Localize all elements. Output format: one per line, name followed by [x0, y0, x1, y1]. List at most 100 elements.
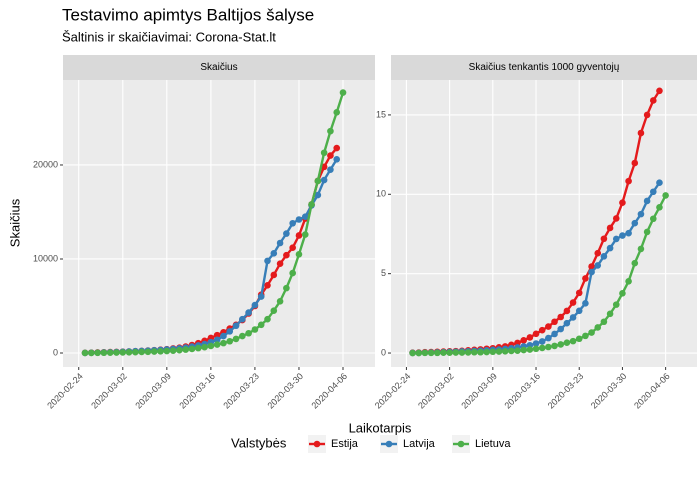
- data-point: [327, 152, 334, 159]
- data-point: [220, 339, 227, 347]
- data-point: [551, 330, 558, 338]
- data-point: [213, 336, 221, 344]
- data-point: [625, 177, 632, 185]
- x-tick-label: 2020-02-24: [45, 371, 85, 411]
- data-point: [594, 262, 602, 269]
- legend-point: [385, 440, 393, 448]
- data-point: [289, 244, 296, 252]
- data-point: [656, 87, 663, 95]
- data-point: [333, 109, 341, 116]
- data-point: [163, 347, 171, 355]
- data-point: [440, 349, 447, 357]
- x-tick-label: 2020-03-16: [502, 371, 542, 411]
- data-point: [213, 331, 221, 339]
- data-point: [327, 127, 334, 135]
- data-point: [575, 307, 583, 315]
- x-tick-label: 2020-03-16: [177, 371, 217, 411]
- data-point: [643, 197, 651, 205]
- data-point: [188, 345, 196, 353]
- data-point: [301, 231, 309, 238]
- data-point: [464, 349, 472, 356]
- data-point: [264, 257, 271, 265]
- data-point: [270, 271, 278, 279]
- data-point: [270, 307, 278, 314]
- data-point: [588, 329, 595, 336]
- data-point: [446, 349, 453, 357]
- data-point: [289, 269, 296, 277]
- data-point: [132, 348, 139, 356]
- data-point: [619, 232, 626, 239]
- data-point: [276, 239, 284, 247]
- legend-label: Estija: [331, 438, 359, 450]
- data-point: [649, 188, 657, 196]
- y-tick-label: 10: [376, 189, 386, 199]
- data-point: [532, 340, 540, 347]
- data-point: [150, 348, 158, 355]
- data-point: [289, 219, 296, 227]
- data-point: [314, 177, 322, 185]
- data-point: [239, 332, 246, 340]
- data-point: [582, 300, 589, 307]
- x-tick-label: 2020-03-23: [546, 371, 586, 411]
- data-point: [489, 348, 497, 356]
- data-point: [662, 192, 669, 199]
- data-point: [264, 282, 271, 289]
- x-tick-label: 2020-04-06: [309, 371, 349, 411]
- legend-label: Lietuva: [475, 438, 511, 450]
- data-point: [501, 347, 509, 355]
- data-point: [308, 201, 315, 208]
- data-point: [270, 250, 278, 257]
- data-point: [226, 337, 234, 345]
- panel-background: [391, 80, 697, 367]
- data-point: [144, 348, 152, 356]
- data-point: [333, 156, 341, 163]
- panel-background: [63, 80, 375, 367]
- y-tick-label: 10000: [33, 253, 58, 263]
- data-point: [656, 204, 663, 211]
- data-point: [563, 307, 571, 315]
- data-point: [649, 97, 657, 104]
- data-point: [276, 297, 284, 305]
- data-point: [514, 339, 521, 347]
- data-point: [232, 335, 240, 343]
- data-point: [207, 342, 215, 350]
- data-point: [508, 347, 515, 355]
- data-point: [545, 343, 552, 351]
- data-point: [125, 348, 133, 356]
- x-tick-label: 2020-03-09: [133, 371, 173, 411]
- data-point: [320, 176, 328, 184]
- x-tick-label: 2020-03-09: [459, 371, 499, 411]
- data-point: [314, 191, 322, 199]
- data-point: [220, 332, 227, 340]
- data-point: [283, 230, 290, 237]
- data-point: [409, 349, 416, 357]
- data-point: [532, 330, 540, 338]
- data-point: [257, 293, 265, 300]
- data-point: [495, 348, 503, 355]
- data-point: [631, 219, 639, 227]
- data-point: [557, 325, 565, 333]
- data-point: [157, 348, 164, 355]
- data-point: [545, 323, 552, 330]
- data-point: [545, 334, 552, 342]
- y-tick-label: 0: [53, 347, 58, 357]
- data-point: [582, 275, 589, 282]
- data-point: [251, 301, 259, 309]
- data-point: [245, 309, 252, 316]
- facet-label: Skaičius: [200, 62, 237, 73]
- data-point: [569, 299, 577, 306]
- data-point: [569, 314, 577, 321]
- legend-point: [313, 440, 321, 448]
- data-point: [606, 244, 614, 252]
- facet-strip: [63, 55, 375, 80]
- legend-label: Latvija: [403, 438, 436, 450]
- x-tick-label: 2020-03-23: [221, 371, 261, 411]
- data-point: [637, 245, 645, 253]
- data-point: [257, 321, 265, 329]
- y-tick-label: 20000: [33, 159, 58, 169]
- data-point: [232, 322, 240, 330]
- data-point: [514, 347, 521, 354]
- data-point: [421, 349, 429, 357]
- data-point: [483, 348, 490, 356]
